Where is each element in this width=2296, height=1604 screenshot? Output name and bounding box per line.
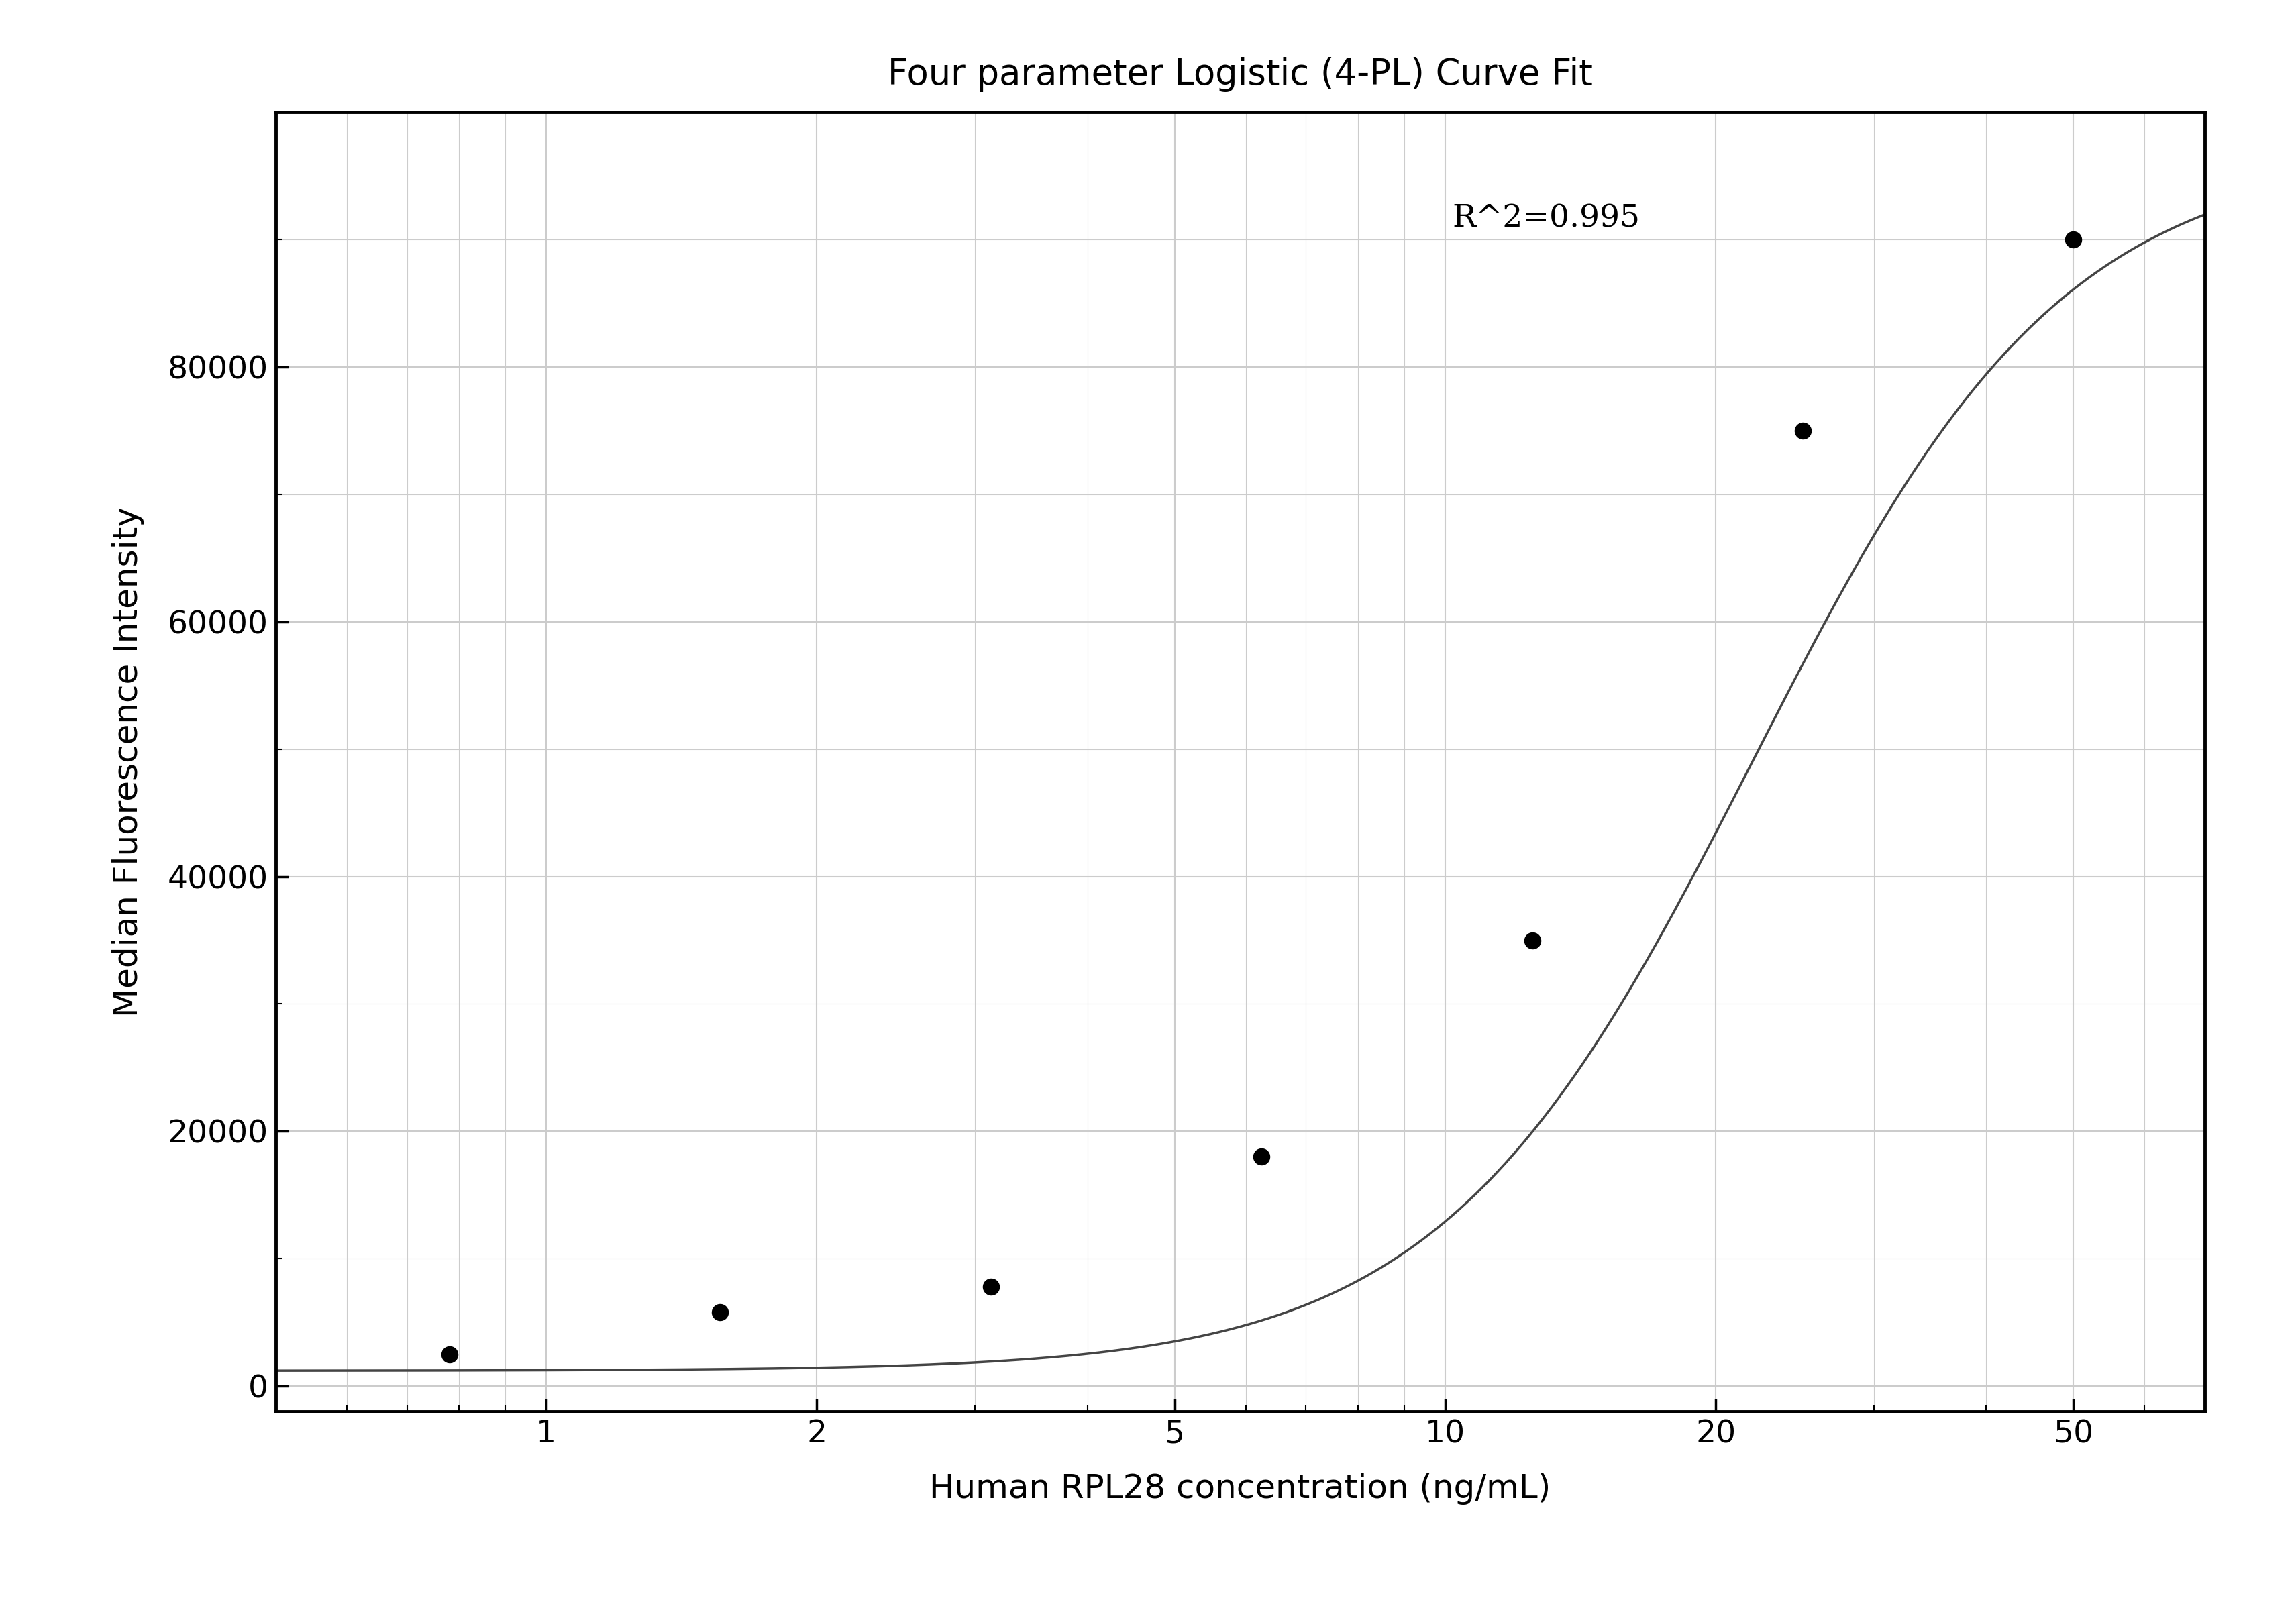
Text: R^2=0.995: R^2=0.995 [1451, 204, 1639, 234]
Point [432, 1341, 468, 1367]
Y-axis label: Median Fluorescence Intensity: Median Fluorescence Intensity [113, 507, 145, 1017]
Point [1513, 927, 1550, 953]
Point [2055, 226, 2092, 252]
X-axis label: Human RPL28 concentration (ng/mL): Human RPL28 concentration (ng/mL) [930, 1472, 1550, 1505]
Point [1784, 419, 1821, 444]
Title: Four parameter Logistic (4-PL) Curve Fit: Four parameter Logistic (4-PL) Curve Fit [886, 56, 1593, 91]
Point [974, 1274, 1010, 1299]
Point [700, 1299, 737, 1325]
Point [1242, 1144, 1279, 1169]
